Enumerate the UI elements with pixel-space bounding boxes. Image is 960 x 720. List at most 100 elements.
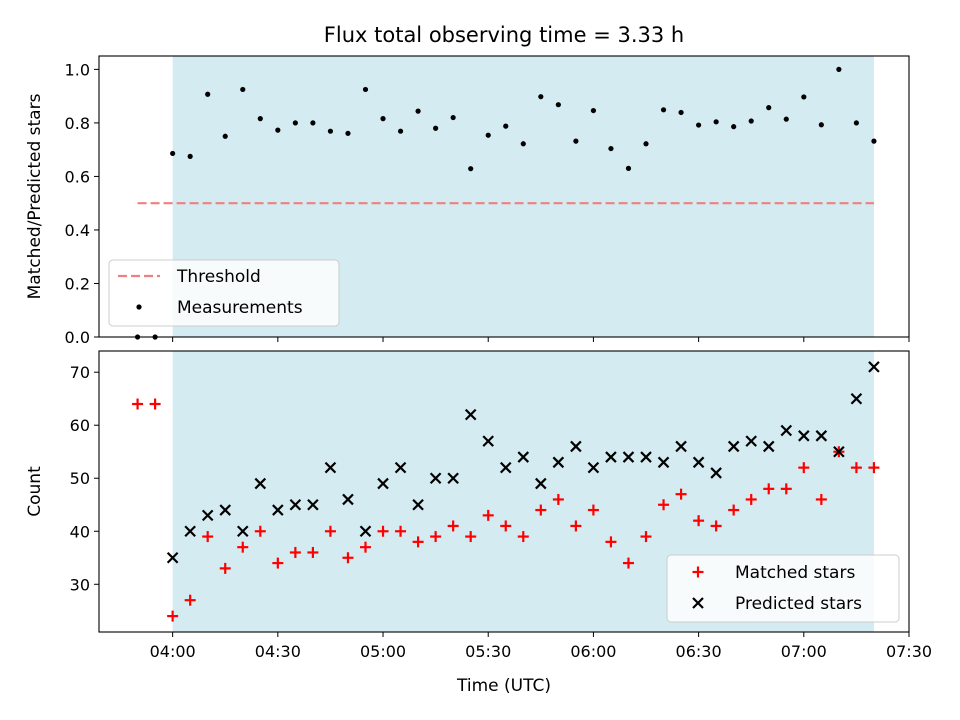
measurement-point <box>222 133 228 139</box>
predicted-point-b <box>377 477 389 490</box>
x-tick-label: 05:00 <box>360 642 406 661</box>
bottom-panel: 30 40 50 60 70 04:00 04:30 05:00 05:30 06:00 06:30… <box>25 350 932 661</box>
measurement-point <box>520 141 526 147</box>
measurement-point <box>731 124 737 130</box>
predicted-point <box>850 392 863 405</box>
predicted-point-b <box>236 525 249 538</box>
predicted-point-b <box>166 551 179 564</box>
matched-point <box>798 462 810 474</box>
predicted-point <box>710 467 722 479</box>
predicted-point-b <box>868 361 880 373</box>
predicted-point-b <box>850 392 863 405</box>
top-panel: 0.0 0.2 0.4 0.6 0.8 1.0 Matched/Predicted star… <box>25 55 910 347</box>
y-tick-label: 0.0 <box>65 328 90 347</box>
predicted-point <box>499 461 512 474</box>
predicted-point <box>184 525 196 538</box>
predicted-point-b <box>780 424 793 437</box>
matched-point <box>640 531 652 543</box>
measurement-point <box>590 107 597 114</box>
predicted-point-b <box>833 445 845 458</box>
y-tick-label: 0.8 <box>65 114 90 133</box>
matched-point <box>850 462 862 474</box>
predicted-point <box>447 472 459 485</box>
predicted-point <box>166 551 179 564</box>
predicted-point <box>394 461 407 474</box>
predicted-point-b <box>219 504 232 516</box>
axes-frame <box>98 350 910 633</box>
predicted-point-b <box>762 440 775 453</box>
matched-point <box>202 531 214 543</box>
legend-box <box>108 259 340 327</box>
predicted-point-b <box>727 440 740 453</box>
matched-point <box>289 546 301 558</box>
measurement-point <box>327 128 334 134</box>
predicted-point-b <box>272 504 284 516</box>
predicted-point <box>552 456 565 469</box>
predicted-point <box>762 440 775 453</box>
predicted-point <box>254 477 267 490</box>
y-axis-label: Matched/Predicted stars <box>25 93 45 299</box>
predicted-point-b <box>657 456 670 469</box>
predicted-point <box>412 498 424 511</box>
matched-point <box>535 504 547 516</box>
predicted-point <box>307 498 319 511</box>
predicted-point <box>272 504 284 516</box>
measurement-point <box>696 122 702 128</box>
legend-measurement-swatch <box>136 304 142 310</box>
y-tick-label: 0.4 <box>65 221 90 240</box>
predicted-point-b <box>184 525 196 538</box>
predicted-point <box>640 451 652 463</box>
legend: Threshold Measurements <box>108 259 340 327</box>
y-tick-label: 0.6 <box>65 167 90 186</box>
matched-point <box>465 531 477 543</box>
matched-point <box>780 483 792 495</box>
measurement-point <box>643 141 649 147</box>
y-tick-label: 0.2 <box>65 274 90 293</box>
predicted-point-b <box>552 456 565 469</box>
measurement-point <box>748 118 754 124</box>
matched-point <box>517 531 529 543</box>
measurement-point <box>608 145 614 152</box>
matched-point <box>430 531 442 543</box>
predicted-point-b <box>710 467 722 479</box>
matched-point <box>482 509 494 521</box>
measurement-point <box>397 128 404 134</box>
measurement-point <box>433 125 439 131</box>
predicted-point <box>833 445 845 458</box>
matched-point <box>552 493 564 505</box>
x-tick-label: 07:00 <box>781 642 827 661</box>
x-tick-label: 04:00 <box>150 642 196 661</box>
series-plus-group <box>132 398 880 622</box>
matched-point <box>237 541 249 553</box>
measurement-point <box>625 165 632 171</box>
matched-point <box>377 525 389 537</box>
predicted-point <box>675 440 687 453</box>
predicted-point-b <box>605 451 617 463</box>
matched-point <box>728 504 740 516</box>
predicted-point <box>201 509 214 522</box>
measurement-point <box>275 127 281 133</box>
x-tick-label: 04:30 <box>255 642 301 661</box>
measurement-point <box>713 119 719 125</box>
matched-point <box>587 504 599 516</box>
y-tick-label: 30 <box>70 575 90 594</box>
legend-measurement-label: Measurements <box>177 298 303 318</box>
matched-point <box>272 557 284 569</box>
x-tick-label: 06:00 <box>570 642 616 661</box>
predicted-point <box>798 430 810 442</box>
matched-point <box>675 488 687 500</box>
legend-matched-label: Matched stars <box>735 563 855 583</box>
matched-point <box>605 536 617 548</box>
legend-box <box>666 554 900 623</box>
predicted-point-b <box>464 408 477 421</box>
measurement-point <box>362 86 369 93</box>
measurement-point <box>292 120 298 126</box>
measurement-point <box>555 102 561 108</box>
matched-point <box>342 552 354 564</box>
predicted-point <box>727 440 740 453</box>
predicted-point <box>359 525 372 538</box>
x-axis-label: Time (UTC) <box>456 676 551 696</box>
measurement-point <box>257 116 263 122</box>
measurement-point <box>783 116 789 122</box>
axes-frame <box>98 55 910 338</box>
